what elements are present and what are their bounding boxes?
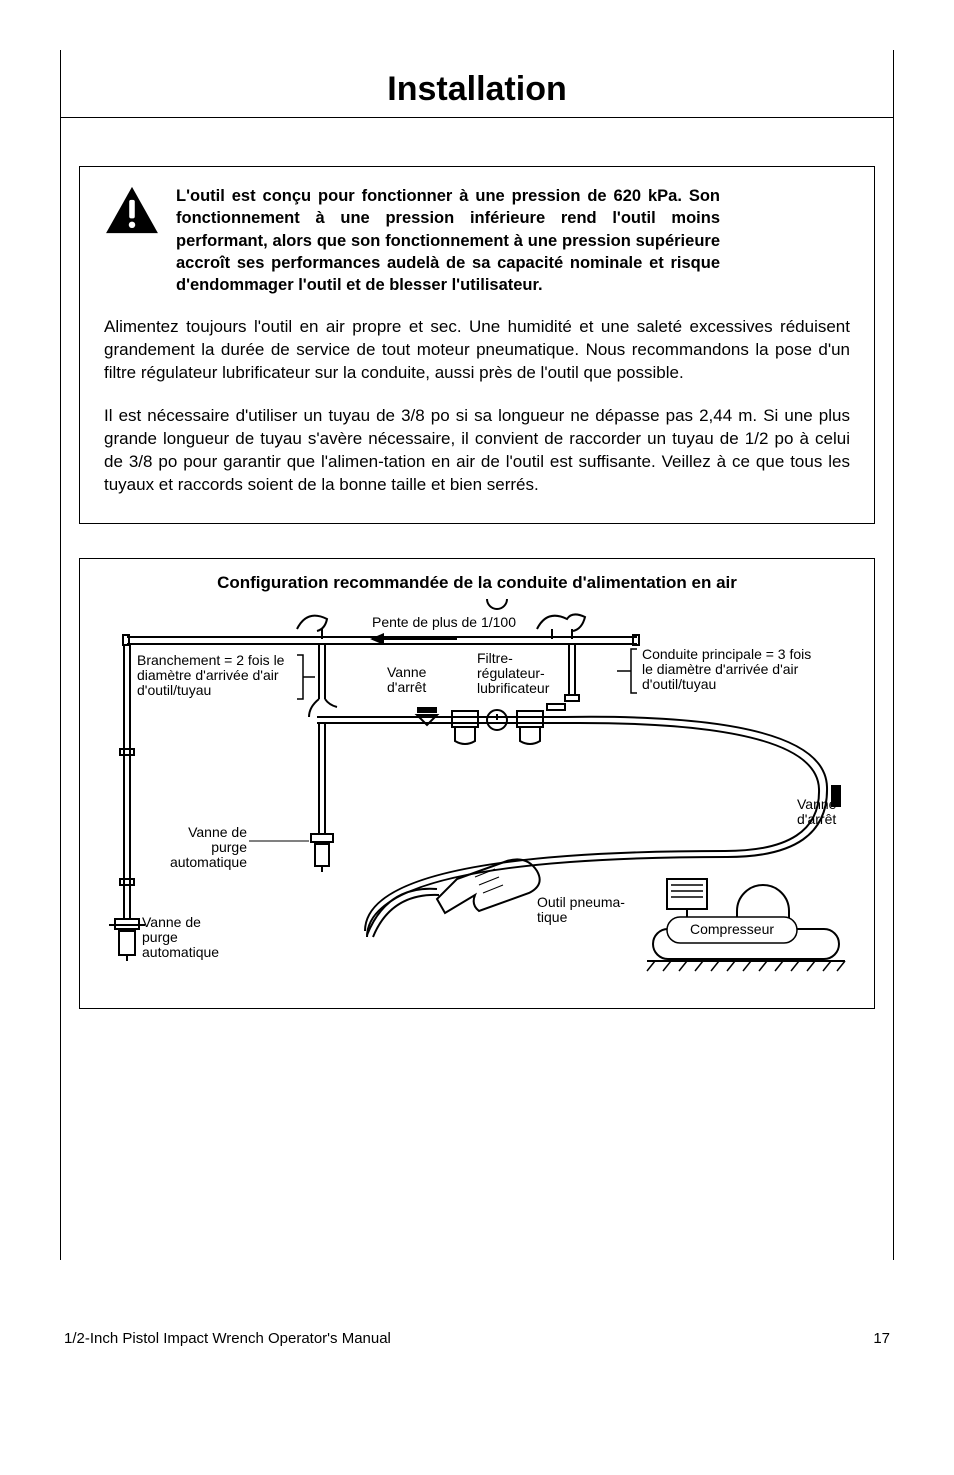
label-filter-1: Filtre- — [477, 650, 513, 666]
label-shutoff-r2: d'arrêt — [797, 811, 836, 827]
label-filter-3: lubrificateur — [477, 680, 550, 696]
label-drain-mid-2: purge — [211, 839, 247, 855]
label-branch-2: diamètre d'arrivée d'air — [137, 667, 279, 683]
label-shutoff-r1: Vanne — [797, 796, 837, 812]
label-shutoff-2: d'arrêt — [387, 679, 426, 695]
label-branch-3: d'outil/tuyau — [137, 682, 211, 698]
label-branch-1: Branchement = 2 fois le — [137, 652, 285, 668]
air-supply-diagram: Pente de plus de 1/100 Branchement = 2 f… — [94, 599, 860, 989]
diagram-title: Configuration recommandée de la conduite… — [94, 573, 860, 593]
page-footer: 1/2-Inch Pistol Impact Wrench Operator's… — [60, 1330, 894, 1347]
label-main-3: d'outil/tuyau — [642, 676, 716, 692]
warning-text: L'outil est conçu pour fonctionner à une… — [176, 185, 850, 296]
paragraph-2: Il est nécessaire d'utiliser un tuyau de… — [104, 405, 850, 497]
paragraph-1: Alimentez toujours l'outil en air propre… — [104, 316, 850, 385]
warning-icon — [104, 185, 160, 235]
footer-left: 1/2-Inch Pistol Impact Wrench Operator's… — [64, 1330, 391, 1347]
tool-icon — [437, 859, 540, 913]
label-main-2: le diamètre d'arrivée d'air — [642, 661, 799, 677]
label-compressor: Compresseur — [690, 921, 774, 937]
label-shutoff-1: Vanne — [387, 664, 427, 680]
label-drain-mid-3: automatique — [170, 854, 247, 870]
diagram-box: Configuration recommandée de la conduite… — [79, 558, 875, 1009]
label-filter-2: régulateur- — [477, 665, 545, 681]
label-tool-2: tique — [537, 909, 568, 925]
label-drain-left-2: purge — [142, 929, 178, 945]
label-slope: Pente de plus de 1/100 — [372, 614, 516, 630]
label-drain-left-1: Vanne de — [142, 914, 201, 930]
footer-page-number: 17 — [873, 1330, 890, 1347]
warning-box: L'outil est conçu pour fonctionner à une… — [79, 166, 875, 524]
label-tool-1: Outil pneuma- — [537, 894, 625, 910]
label-drain-left-3: automatique — [142, 944, 219, 960]
label-main-1: Conduite principale = 3 fois — [642, 646, 811, 662]
label-drain-mid-1: Vanne de — [188, 824, 247, 840]
page-title: Installation — [61, 50, 893, 118]
